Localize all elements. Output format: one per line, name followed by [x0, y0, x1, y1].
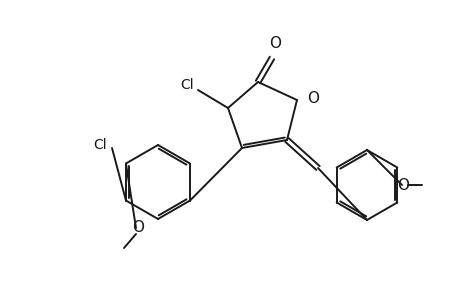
Text: O: O [269, 36, 280, 51]
Text: O: O [306, 91, 318, 106]
Text: Cl: Cl [180, 78, 194, 92]
Text: O: O [396, 178, 408, 193]
Text: Cl: Cl [93, 138, 107, 152]
Text: O: O [132, 220, 144, 236]
